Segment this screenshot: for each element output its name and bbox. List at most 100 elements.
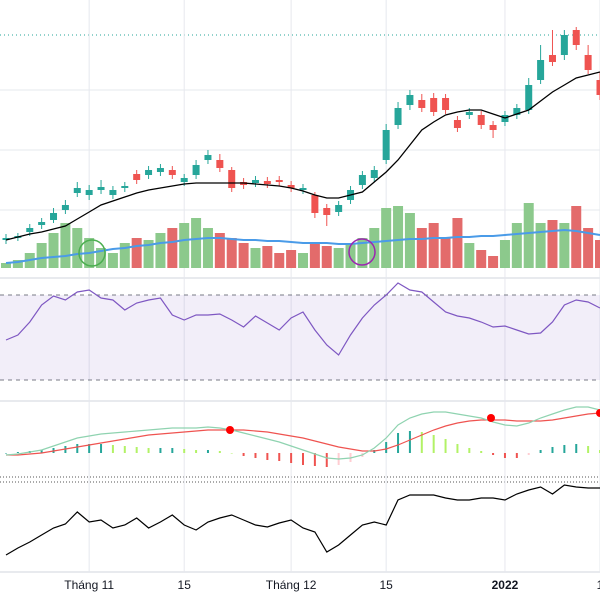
- histogram-bar: [135, 447, 138, 453]
- x-tick-label: 15: [178, 578, 192, 592]
- candle-body: [204, 155, 212, 160]
- candle-body: [133, 174, 141, 180]
- histogram-bar: [551, 447, 554, 453]
- volume-bar: [309, 243, 320, 268]
- volume-bar: [262, 246, 273, 268]
- histogram-bar: [147, 448, 150, 453]
- candle-body: [263, 181, 271, 184]
- volume-bar: [179, 223, 190, 268]
- histogram-bar: [468, 448, 471, 453]
- volume-bar: [416, 228, 427, 268]
- candle-body: [596, 80, 600, 95]
- histogram-bar: [302, 453, 304, 465]
- candle-body: [228, 170, 236, 188]
- volume-bar: [393, 206, 404, 268]
- volume-bar: [523, 203, 534, 268]
- candle-body: [38, 222, 46, 225]
- volume-bar: [404, 213, 415, 268]
- candle-body: [560, 35, 568, 55]
- volume-bar: [452, 218, 463, 268]
- candle-body: [97, 187, 105, 190]
- candle-body: [26, 228, 34, 232]
- candle-body: [335, 205, 343, 212]
- volume-bar: [464, 243, 475, 268]
- signal-line: [6, 412, 600, 456]
- volume-bar: [583, 228, 594, 268]
- candle-body: [465, 112, 473, 115]
- histogram-bar: [539, 450, 542, 453]
- candle-body: [572, 30, 580, 45]
- candle-body: [537, 60, 545, 80]
- volume-bar: [131, 238, 142, 268]
- volume-bar: [72, 228, 83, 268]
- candle-body: [525, 85, 533, 110]
- candle-body: [442, 98, 450, 110]
- volume-bar: [167, 228, 178, 268]
- x-tick-label: 2022: [492, 578, 519, 592]
- volume-bar: [96, 248, 107, 268]
- histogram-bar: [206, 450, 209, 453]
- histogram-bar: [278, 453, 281, 461]
- macd-line: [5, 406, 600, 460]
- volume-bar: [60, 223, 71, 268]
- histogram-bar: [230, 453, 233, 454]
- volume-bar: [191, 218, 202, 268]
- cross-marker: [596, 409, 600, 417]
- volume-bar: [226, 238, 237, 268]
- indicator-line: [5, 484, 600, 556]
- volume-bar: [571, 206, 582, 268]
- candle-body: [121, 186, 129, 188]
- volume-bar: [381, 208, 392, 268]
- histogram-bar: [218, 451, 221, 453]
- histogram-bar: [100, 444, 103, 453]
- histogram-bar: [420, 432, 423, 453]
- histogram-bar: [16, 452, 19, 453]
- histogram-bar: [444, 439, 447, 453]
- histogram-bar: [492, 453, 495, 455]
- histogram-bar: [575, 444, 578, 453]
- candle-body: [453, 120, 461, 128]
- volume-bar: [345, 243, 356, 268]
- volume-bar: [143, 240, 154, 268]
- candle-body: [50, 213, 58, 220]
- candle-body: [513, 108, 521, 115]
- volume-bar: [321, 246, 332, 268]
- histogram-bar: [5, 453, 7, 454]
- candle-body: [216, 160, 224, 168]
- band: [0, 295, 600, 380]
- candle-body: [85, 190, 93, 195]
- candle-body: [418, 100, 426, 108]
- indicator-line: [5, 282, 600, 356]
- histogram-bar: [254, 453, 257, 458]
- candle-body: [145, 170, 153, 175]
- candle-body: [358, 175, 366, 185]
- volume-bar: [119, 243, 130, 268]
- histogram-bar: [313, 453, 316, 466]
- candle-body: [323, 208, 331, 215]
- x-tick-label: 15: [379, 578, 393, 592]
- x-tick-label: Tháng 11: [64, 578, 114, 592]
- candle-body: [311, 195, 319, 213]
- volume-bar: [36, 243, 47, 268]
- volume-bar: [298, 253, 308, 268]
- volume-bar: [1, 263, 11, 268]
- histogram-bar: [480, 451, 483, 453]
- candle-body: [382, 130, 390, 160]
- x-tick-label: 1: [597, 578, 600, 592]
- histogram-bar: [397, 433, 400, 453]
- histogram-bar: [587, 446, 590, 453]
- volume-bar: [238, 243, 249, 268]
- candle-body: [287, 185, 295, 188]
- candle-body: [394, 108, 402, 125]
- histogram-bar: [527, 453, 530, 455]
- volume-bar: [488, 256, 499, 268]
- histogram-bar: [503, 453, 506, 458]
- candle-body: [275, 180, 283, 182]
- histogram-bar: [159, 448, 162, 453]
- histogram-bar: [266, 453, 269, 460]
- candle-body: [168, 170, 176, 175]
- cross-marker: [487, 414, 495, 422]
- candle-body: [109, 190, 117, 195]
